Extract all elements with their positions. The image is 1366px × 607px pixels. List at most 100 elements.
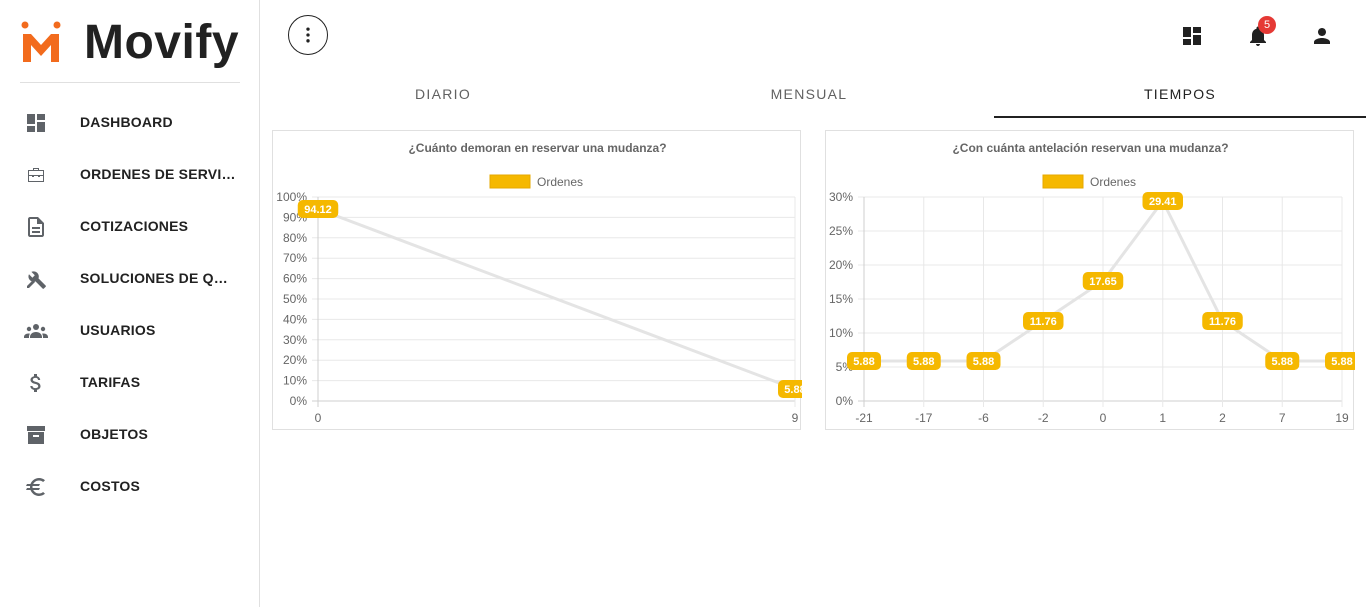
sidebar-item-soluciones[interactable]: SOLUCIONES DE QUIE...: [0, 252, 259, 304]
data-label: 5.88: [784, 384, 802, 396]
x-tick-label: 9: [792, 411, 799, 425]
more-options-button[interactable]: [288, 15, 328, 55]
chart-legend: Ordenes: [489, 174, 583, 189]
sidebar-item-tarifas[interactable]: TARIFAS: [0, 356, 259, 408]
tab-mensual[interactable]: MENSUAL: [770, 86, 848, 102]
sidebar-item-label: SOLUCIONES DE QUIE...: [80, 270, 236, 286]
document-icon: [28, 217, 44, 237]
legend-label: Ordenes: [537, 175, 583, 189]
y-tick-label: 100%: [276, 190, 307, 204]
y-tick-label: 30%: [829, 190, 853, 204]
tab-diario[interactable]: DIARIO: [414, 86, 472, 102]
data-label: 11.76: [1030, 316, 1057, 328]
top-bar: 5: [260, 0, 1366, 72]
data-label: 5.88: [973, 356, 994, 368]
dashboard-icon: [27, 114, 45, 132]
sidebar-item-label: COTIZACIONES: [80, 218, 189, 234]
sidebar-item-usuarios[interactable]: USUARIOS: [0, 304, 259, 356]
legend-swatch: [1042, 174, 1084, 189]
data-label-bg: [778, 380, 802, 399]
data-label-bg: [1142, 192, 1183, 211]
x-tick-label: -2: [1038, 411, 1049, 425]
data-label-bg: [1082, 271, 1124, 290]
x-tick-label: 0: [315, 411, 322, 425]
x-tick-label: 19: [1335, 411, 1349, 425]
x-tick-label: -17: [915, 411, 933, 425]
sidebar-item-label: OBJETOS: [80, 426, 149, 442]
chart-title: ¿Con cuánta antelación reservan una muda…: [952, 141, 1228, 155]
brand[interactable]: Movify: [20, 14, 240, 83]
y-tick-label: 20%: [283, 353, 307, 367]
data-label: 94.12: [304, 204, 332, 216]
chart-card-antelacion: ¿Con cuánta antelación reservan una muda…: [825, 130, 1355, 430]
sidebar-item-ordenes[interactable]: ORDENES DE SERVICIO: [0, 148, 259, 200]
brand-name: Movify: [84, 16, 240, 69]
sidebar-nav: DASHBOARD ORDENES DE SERVICIO COTIZACION…: [0, 96, 259, 512]
dashboard-icon[interactable]: [1180, 24, 1204, 48]
legend-swatch: [489, 174, 531, 189]
sidebar-item-label: ORDENES DE SERVICIO: [80, 166, 236, 182]
sidebar-item-objetos[interactable]: OBJETOS: [0, 408, 259, 460]
y-tick-label: 25%: [829, 224, 853, 238]
y-tick-label: 40%: [283, 312, 307, 326]
x-tick-label: -21: [855, 411, 873, 425]
x-tick-label: 1: [1159, 411, 1166, 425]
data-label: 5.88: [1331, 356, 1352, 368]
data-label: 11.76: [1209, 316, 1236, 328]
data-label-bg: [1265, 352, 1300, 371]
movify-logo-icon: [21, 21, 61, 62]
euro-icon: [26, 478, 45, 496]
notification-badge: 5: [1258, 16, 1276, 34]
chart-card-reserva: ¿Cuánto demoran en reservar una mudanza?…: [272, 130, 802, 430]
chart-antelacion: ¿Con cuánta antelación reservan una muda…: [829, 141, 1355, 425]
tab-tiempos[interactable]: TIEMPOS: [994, 72, 1366, 118]
account-icon[interactable]: [1310, 24, 1334, 48]
x-tick-label: 7: [1279, 411, 1286, 425]
sidebar-item-label: DASHBOARD: [80, 114, 173, 130]
y-tick-label: 10%: [829, 326, 853, 340]
sidebar-item-label: USUARIOS: [80, 322, 156, 338]
sidebar-item-dashboard[interactable]: DASHBOARD: [0, 96, 259, 148]
legend-label: Ordenes: [1090, 175, 1136, 189]
sidebar-item-label: TARIFAS: [80, 374, 141, 390]
users-icon: [24, 324, 48, 338]
sidebar-item-cotizaciones[interactable]: COTIZACIONES: [0, 200, 259, 252]
sidebar-item-costos[interactable]: COSTOS: [0, 460, 259, 512]
data-label: 29.41: [1149, 196, 1177, 208]
data-label-bg: [1325, 352, 1355, 371]
data-label-bg: [1023, 312, 1064, 331]
archive-icon: [27, 426, 45, 444]
chart-title: ¿Cuánto demoran en reservar una mudanza?: [408, 141, 666, 155]
tools-icon: [27, 271, 46, 289]
series-line: [317, 207, 796, 391]
data-label-bg: [906, 352, 941, 371]
y-tick-label: 60%: [283, 272, 307, 286]
data-label: 5.88: [913, 356, 934, 368]
y-tick-label: 0%: [836, 394, 854, 408]
tab-bar: DIARIO MENSUAL TIEMPOS: [260, 72, 1366, 118]
y-tick-label: 15%: [829, 292, 853, 306]
data-label-bg: [1202, 312, 1243, 331]
data-label-bg: [297, 199, 339, 218]
toolbox-icon: [28, 168, 44, 182]
sidebar-item-label: COSTOS: [80, 478, 141, 494]
x-tick-label: -6: [978, 411, 989, 425]
y-tick-label: 0%: [290, 394, 308, 408]
y-tick-label: 30%: [283, 333, 307, 347]
x-tick-label: 2: [1219, 411, 1226, 425]
y-tick-label: 20%: [829, 258, 853, 272]
sidebar: Movify DASHBOARD ORDENES DE SERVICIO COT…: [0, 0, 260, 607]
y-tick-label: 50%: [283, 292, 307, 306]
y-tick-label: 70%: [283, 251, 307, 265]
chart-reserva-time: ¿Cuánto demoran en reservar una mudanza?…: [276, 141, 802, 425]
chart-legend: Ordenes: [1042, 174, 1136, 189]
data-label: 5.88: [853, 356, 874, 368]
data-label-bg: [966, 352, 1001, 371]
dollar-icon: [30, 374, 41, 392]
data-label: 17.65: [1089, 276, 1117, 288]
data-label-bg: [847, 352, 881, 371]
x-tick-label: 0: [1100, 411, 1107, 425]
more-vert-icon: [306, 27, 310, 43]
data-label: 5.88: [1272, 356, 1293, 368]
y-tick-label: 80%: [283, 231, 307, 245]
